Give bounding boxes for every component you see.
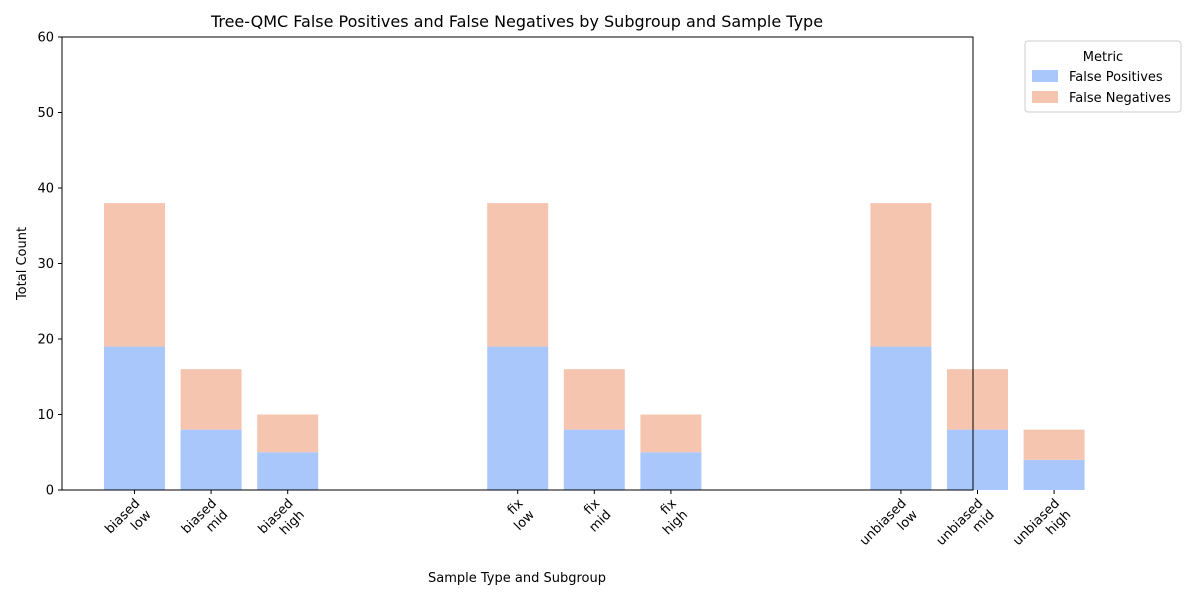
x-tick-label: fixmid [575, 496, 614, 535]
bar-false-positives-fix-mid [563, 429, 625, 490]
x-tick-label: unbiasedmid [934, 496, 998, 560]
legend-swatch-false-positives [1032, 70, 1058, 82]
legend-label-false-negatives: False Negatives [1069, 91, 1171, 106]
x-tick-label: unbiasedlow [857, 496, 921, 560]
y-tick-label: 60 [37, 31, 54, 46]
bar-false-positives-unbiased-high [1023, 459, 1085, 490]
legend: Metric False Positives False Negatives [1024, 40, 1182, 113]
legend-frame [1024, 40, 1182, 113]
bar-false-negatives-fix-high [640, 414, 702, 453]
plot-frame [61, 36, 974, 491]
legend-label-false-positives: False Positives [1069, 70, 1163, 85]
bar-false-positives-fix-low [487, 346, 549, 490]
x-tick-label: unbiasedhigh [1010, 496, 1074, 560]
bars-layer [104, 203, 1085, 490]
x-axis: biasedlow biasedmid biasedhigh fixlow fixmid… [102, 490, 1074, 560]
bar-false-positives-biased-low [104, 346, 165, 490]
y-tick-label: 0 [46, 484, 54, 499]
bar-false-negatives-fix-low [487, 203, 549, 347]
bar-false-negatives-biased-high [257, 414, 319, 453]
bar-false-positives-unbiased-low [870, 346, 932, 490]
bar-false-negatives-unbiased-mid [947, 369, 1008, 430]
x-tick-label: biasedhigh [256, 496, 308, 548]
bar-false-negatives-biased-mid [180, 369, 242, 430]
bar-false-positives-unbiased-mid [947, 429, 1008, 490]
legend-title: Metric [1083, 50, 1123, 65]
bar-false-negatives-unbiased-high [1023, 429, 1085, 460]
y-tick-label: 30 [37, 257, 54, 272]
y-tick-label: 10 [37, 408, 54, 423]
y-tick-label: 40 [37, 182, 54, 197]
bar-false-positives-biased-mid [180, 429, 242, 490]
x-tick-label: fixhigh [649, 496, 691, 538]
y-tick-label: 20 [37, 333, 54, 348]
x-tick-label: fixlow [500, 496, 538, 534]
chart-title: Tree-QMC False Positives and False Negat… [210, 12, 823, 31]
bar-false-positives-fix-high [640, 452, 702, 490]
y-tick-label: 50 [37, 106, 54, 121]
legend-swatch-false-negatives [1032, 91, 1058, 103]
x-tick-label: biasedlow [102, 496, 154, 548]
x-axis-label: Sample Type and Subgroup [428, 571, 606, 586]
x-tick-label: biasedmid [179, 496, 231, 548]
bar-false-positives-biased-high [257, 452, 319, 490]
y-axis-label: Total Count [15, 227, 30, 301]
bar-false-negatives-biased-low [104, 203, 165, 347]
y-axis: 0 10 20 30 40 50 60 [37, 31, 62, 499]
bar-false-negatives-unbiased-low [870, 203, 932, 347]
bar-false-negatives-fix-mid [563, 369, 625, 430]
